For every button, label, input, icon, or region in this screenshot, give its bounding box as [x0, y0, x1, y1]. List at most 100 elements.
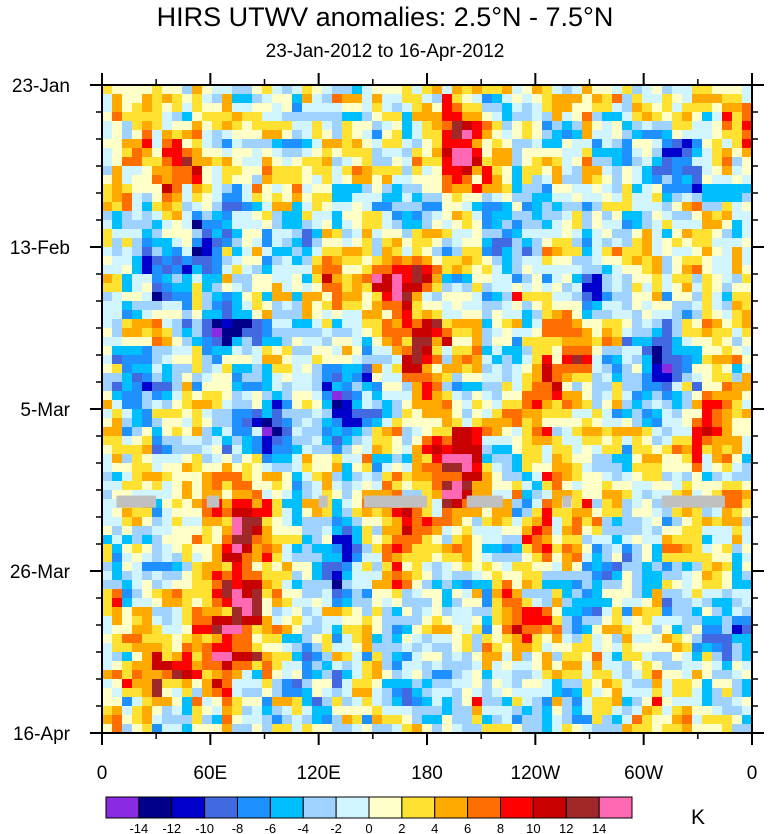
heatmap-cell — [252, 220, 263, 230]
heatmap-cell — [502, 418, 513, 428]
heatmap-cell — [382, 634, 393, 644]
heatmap-cell — [182, 580, 193, 590]
heatmap-cell — [742, 589, 753, 599]
heatmap-cell — [482, 526, 493, 536]
heatmap-cell — [702, 490, 713, 500]
heatmap-cell — [332, 328, 343, 338]
heatmap-cell — [492, 454, 503, 464]
heatmap-cell — [172, 211, 183, 221]
heatmap-cell — [332, 94, 343, 104]
heatmap-cell — [222, 688, 233, 698]
heatmap-cell — [172, 670, 183, 680]
heatmap-cell — [452, 337, 463, 347]
heatmap-cell — [732, 391, 743, 401]
heatmap-cell — [272, 193, 283, 203]
heatmap-cell — [682, 472, 693, 482]
heatmap-cell — [352, 175, 363, 185]
heatmap-cell — [592, 193, 603, 203]
heatmap-cell — [172, 571, 183, 581]
heatmap-cell — [542, 94, 553, 104]
heatmap-cell — [522, 562, 533, 572]
heatmap-cell — [232, 553, 243, 563]
heatmap-cell — [472, 328, 483, 338]
heatmap-cell — [692, 85, 703, 95]
heatmap-cell — [202, 310, 213, 320]
heatmap-cell — [112, 436, 123, 446]
heatmap-cell — [272, 184, 283, 194]
heatmap-cell — [102, 283, 113, 293]
heatmap-cell — [722, 517, 733, 527]
heatmap-cell — [262, 355, 273, 365]
heatmap-cell — [512, 598, 523, 608]
heatmap-cell — [592, 355, 603, 365]
heatmap-cell — [612, 85, 623, 95]
heatmap-cell — [492, 193, 503, 203]
heatmap-cell — [222, 148, 233, 158]
heatmap-cell — [422, 202, 433, 212]
heatmap-cell — [302, 544, 313, 554]
heatmap-cell — [142, 688, 153, 698]
heatmap-cell — [522, 148, 533, 158]
heatmap-cell — [542, 292, 553, 302]
heatmap-cell — [382, 535, 393, 545]
heatmap-cell — [232, 112, 243, 122]
heatmap-cell — [672, 337, 683, 347]
heatmap-cell — [152, 688, 163, 698]
heatmap-cell — [192, 490, 203, 500]
heatmap-cell — [362, 427, 373, 437]
heatmap-cell — [212, 508, 223, 518]
heatmap-cell — [342, 166, 353, 176]
heatmap-cell — [462, 175, 473, 185]
heatmap-cell — [442, 301, 453, 311]
heatmap-cell — [122, 706, 133, 716]
heatmap-cell — [692, 157, 703, 167]
heatmap-cell — [132, 283, 143, 293]
heatmap-cell — [612, 229, 623, 239]
heatmap-cell — [582, 598, 593, 608]
heatmap-cell — [532, 643, 543, 653]
heatmap-cell — [462, 256, 473, 266]
heatmap-cell — [652, 292, 663, 302]
heatmap-cell — [722, 409, 733, 419]
heatmap-cell — [262, 400, 273, 410]
heatmap-cell — [302, 400, 313, 410]
heatmap-cell — [372, 274, 383, 284]
heatmap-cell — [262, 580, 273, 590]
heatmap-cell — [732, 256, 743, 266]
heatmap-cell — [712, 121, 723, 131]
heatmap-cell — [182, 436, 193, 446]
heatmap-cell — [552, 175, 563, 185]
heatmap-cell — [692, 175, 703, 185]
heatmap-cell — [452, 373, 463, 383]
heatmap-cell — [402, 265, 413, 275]
heatmap-cell — [352, 184, 363, 194]
heatmap-cell — [212, 517, 223, 527]
heatmap-cell — [612, 337, 623, 347]
heatmap-cell — [732, 508, 743, 518]
heatmap-cell — [412, 553, 423, 563]
heatmap-cell — [272, 94, 283, 104]
heatmap-cell — [462, 508, 473, 518]
heatmap-cell — [432, 184, 443, 194]
heatmap-cell — [492, 589, 503, 599]
heatmap-cell — [102, 706, 113, 716]
heatmap-cell — [522, 472, 533, 482]
heatmap-cell — [572, 211, 583, 221]
heatmap-cell — [532, 715, 543, 725]
heatmap-cell — [242, 94, 253, 104]
heatmap-cell — [552, 634, 563, 644]
heatmap-cell — [642, 112, 653, 122]
heatmap-cell — [572, 166, 583, 176]
heatmap-cell — [332, 364, 343, 374]
heatmap-cell — [282, 85, 293, 95]
heatmap-cell — [312, 490, 323, 500]
heatmap-cell — [622, 220, 633, 230]
heatmap-cell — [692, 418, 703, 428]
heatmap-cell — [302, 112, 313, 122]
heatmap-cell — [652, 355, 663, 365]
heatmap-cell — [482, 706, 493, 716]
heatmap-cell — [122, 670, 133, 680]
heatmap-cell — [492, 238, 503, 248]
heatmap-cell — [452, 346, 463, 356]
heatmap-cell — [472, 526, 483, 536]
